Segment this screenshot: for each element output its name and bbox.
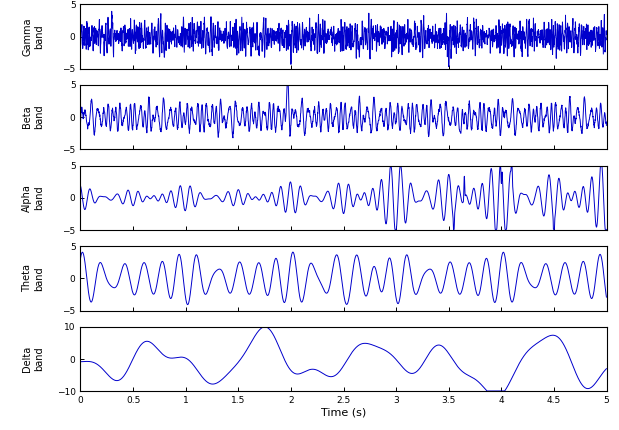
X-axis label: Time (s): Time (s) (321, 408, 366, 418)
Y-axis label: Delta
band: Delta band (22, 346, 44, 372)
Y-axis label: Gamma
band: Gamma band (22, 17, 44, 56)
Y-axis label: Theta
band: Theta band (22, 264, 44, 292)
Y-axis label: Beta
band: Beta band (22, 105, 44, 129)
Y-axis label: Alpha
band: Alpha band (22, 184, 44, 212)
